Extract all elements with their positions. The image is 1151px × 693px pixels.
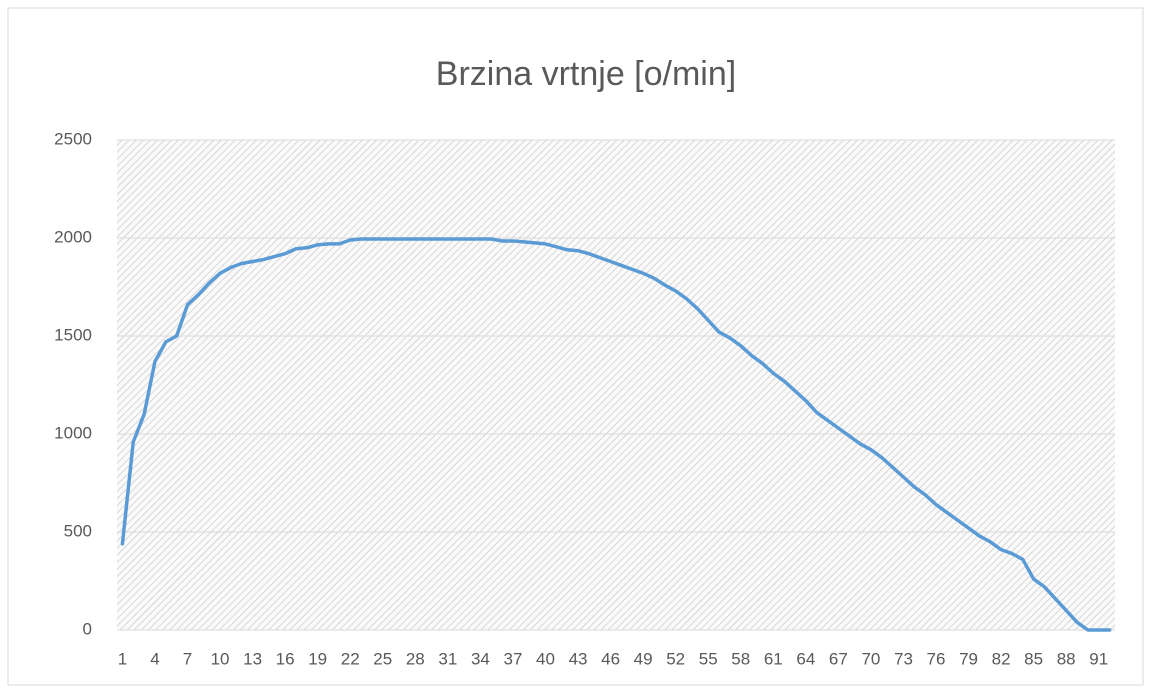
x-tick-label: 34 [471, 649, 490, 668]
x-tick-label: 64 [796, 649, 815, 668]
x-tick-label: 22 [341, 649, 360, 668]
y-tick-label: 2000 [54, 227, 92, 246]
y-tick-label: 1000 [54, 423, 92, 442]
x-tick-label: 55 [699, 649, 718, 668]
line-series [120, 237, 1112, 632]
x-tick-label: 67 [829, 649, 848, 668]
x-tick-label: 61 [764, 649, 783, 668]
x-tick-label: 13 [243, 649, 262, 668]
x-tick-label: 79 [959, 649, 978, 668]
x-tick-label: 25 [373, 649, 392, 668]
x-tick-label: 91 [1089, 649, 1108, 668]
y-tick-label: 1500 [54, 325, 92, 344]
x-tick-label: 76 [927, 649, 946, 668]
x-tick-label: 16 [276, 649, 295, 668]
x-tick-label: 82 [992, 649, 1011, 668]
x-tick-label: 85 [1024, 649, 1043, 668]
x-tick-label: 70 [861, 649, 880, 668]
x-tick-label: 52 [666, 649, 685, 668]
x-tick-label: 73 [894, 649, 913, 668]
x-tick-label: 31 [438, 649, 457, 668]
x-tick-label: 28 [406, 649, 425, 668]
x-tick-label: 58 [731, 649, 750, 668]
y-tick-label: 500 [64, 521, 92, 540]
x-tick-label: 40 [536, 649, 555, 668]
x-tick-label: 37 [503, 649, 522, 668]
x-tick-label: 19 [308, 649, 327, 668]
y-tick-label: 0 [83, 619, 92, 638]
x-tick-label: 7 [183, 649, 192, 668]
y-tick-label: 2500 [54, 129, 92, 148]
x-tick-label: 1 [118, 649, 127, 668]
x-tick-label: 10 [211, 649, 230, 668]
x-tick-label: 4 [150, 649, 159, 668]
x-tick-label: 49 [634, 649, 653, 668]
plot-area [117, 140, 1115, 630]
x-tick-label: 46 [601, 649, 620, 668]
chart-title: Brzina vrtnje [o/min] [436, 55, 736, 93]
x-tick-label: 88 [1057, 649, 1076, 668]
x-tick-label: 43 [569, 649, 588, 668]
